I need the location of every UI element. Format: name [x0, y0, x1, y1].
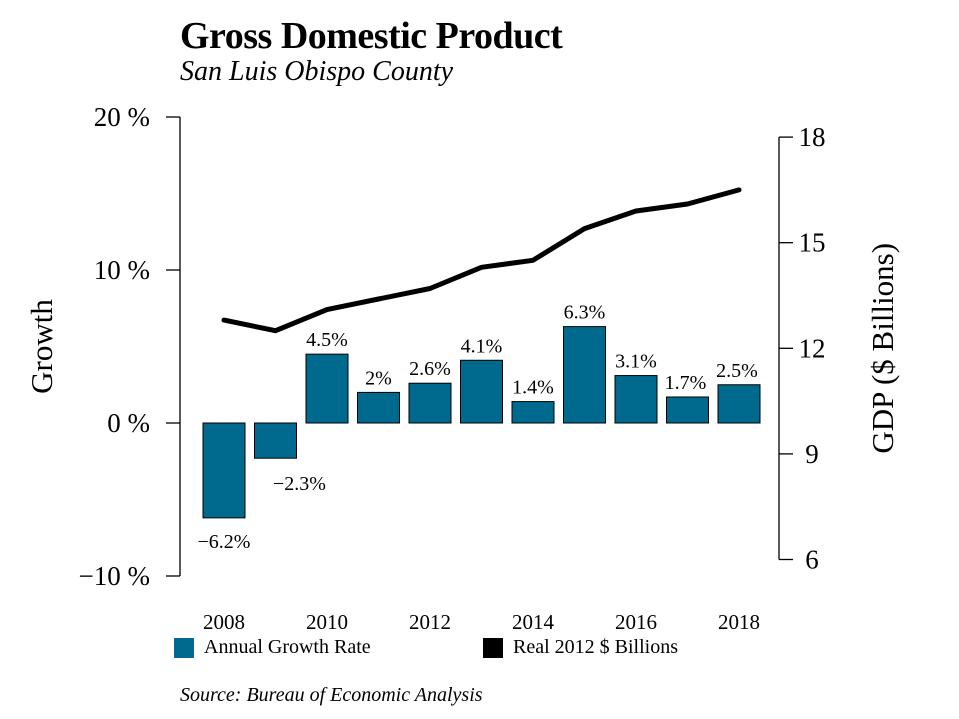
x-axis-tick-label: 2008 — [203, 610, 245, 634]
legend-item-growth: Annual Growth Rate — [174, 636, 371, 659]
growth-data-label: −2.3% — [273, 473, 326, 495]
left-axis-tick-label: 10 % — [94, 255, 150, 285]
right-axis-title: GDP ($ Billions) — [865, 243, 900, 454]
chart-subtitle: San Luis Obispo County — [180, 56, 454, 87]
left-axis-title: Growth — [24, 299, 59, 394]
x-axis-tick-label: 2010 — [306, 610, 348, 634]
growth-data-label: −6.2% — [198, 531, 251, 553]
growth-data-label: 6.3% — [564, 302, 606, 324]
growth-bar — [202, 422, 246, 519]
x-axis-tick-label: 2012 — [409, 610, 451, 634]
chart-title: Gross Domestic Product — [180, 15, 563, 57]
growth-data-label: 1.4% — [512, 377, 554, 399]
right-axis-tick-label: 9 — [805, 439, 819, 469]
x-axis-tick-label: 2018 — [718, 610, 760, 634]
legend-label-gdp: Real 2012 $ Billions — [513, 636, 678, 658]
growth-bar — [254, 422, 297, 459]
growth-bar — [305, 353, 349, 424]
x-axis-tick-label: 2016 — [615, 610, 657, 634]
growth-bar — [408, 382, 452, 424]
growth-data-label: 2% — [365, 367, 392, 389]
growth-bar — [717, 384, 761, 424]
left-axis-tick-label: 20 % — [94, 102, 150, 132]
growth-data-label: 4.5% — [306, 329, 348, 351]
source-note: Source: Bureau of Economic Analysis — [180, 684, 483, 706]
right-axis-tick-label: 15 — [799, 228, 826, 258]
growth-bar — [460, 359, 503, 424]
right-axis-tick-label: 18 — [799, 122, 826, 152]
legend-swatch-gdp — [483, 637, 503, 658]
growth-data-label: 2.6% — [409, 358, 451, 380]
right-axis-tick-label: 12 — [799, 333, 826, 363]
growth-data-label: 1.7% — [665, 372, 707, 394]
legend-swatch-growth — [174, 637, 194, 658]
growth-bar — [614, 375, 658, 424]
left-axis-tick-label: −10 % — [79, 561, 150, 591]
growth-data-label: 4.1% — [461, 335, 503, 357]
gdp-line — [221, 187, 742, 334]
growth-bar — [511, 401, 555, 424]
left-axis-tick-label: 0 % — [107, 408, 150, 438]
growth-data-label: 3.1% — [615, 351, 657, 373]
x-axis-tick-label: 2014 — [512, 610, 555, 634]
growth-bar — [357, 391, 400, 424]
legend-item-gdp: Real 2012 $ Billions — [483, 636, 678, 659]
growth-data-label: 2.5% — [716, 360, 758, 382]
growth-bar — [563, 326, 606, 424]
growth-bar — [666, 396, 709, 424]
right-axis-tick-label: 6 — [805, 545, 819, 575]
legend-label-growth: Annual Growth Rate — [204, 636, 371, 658]
